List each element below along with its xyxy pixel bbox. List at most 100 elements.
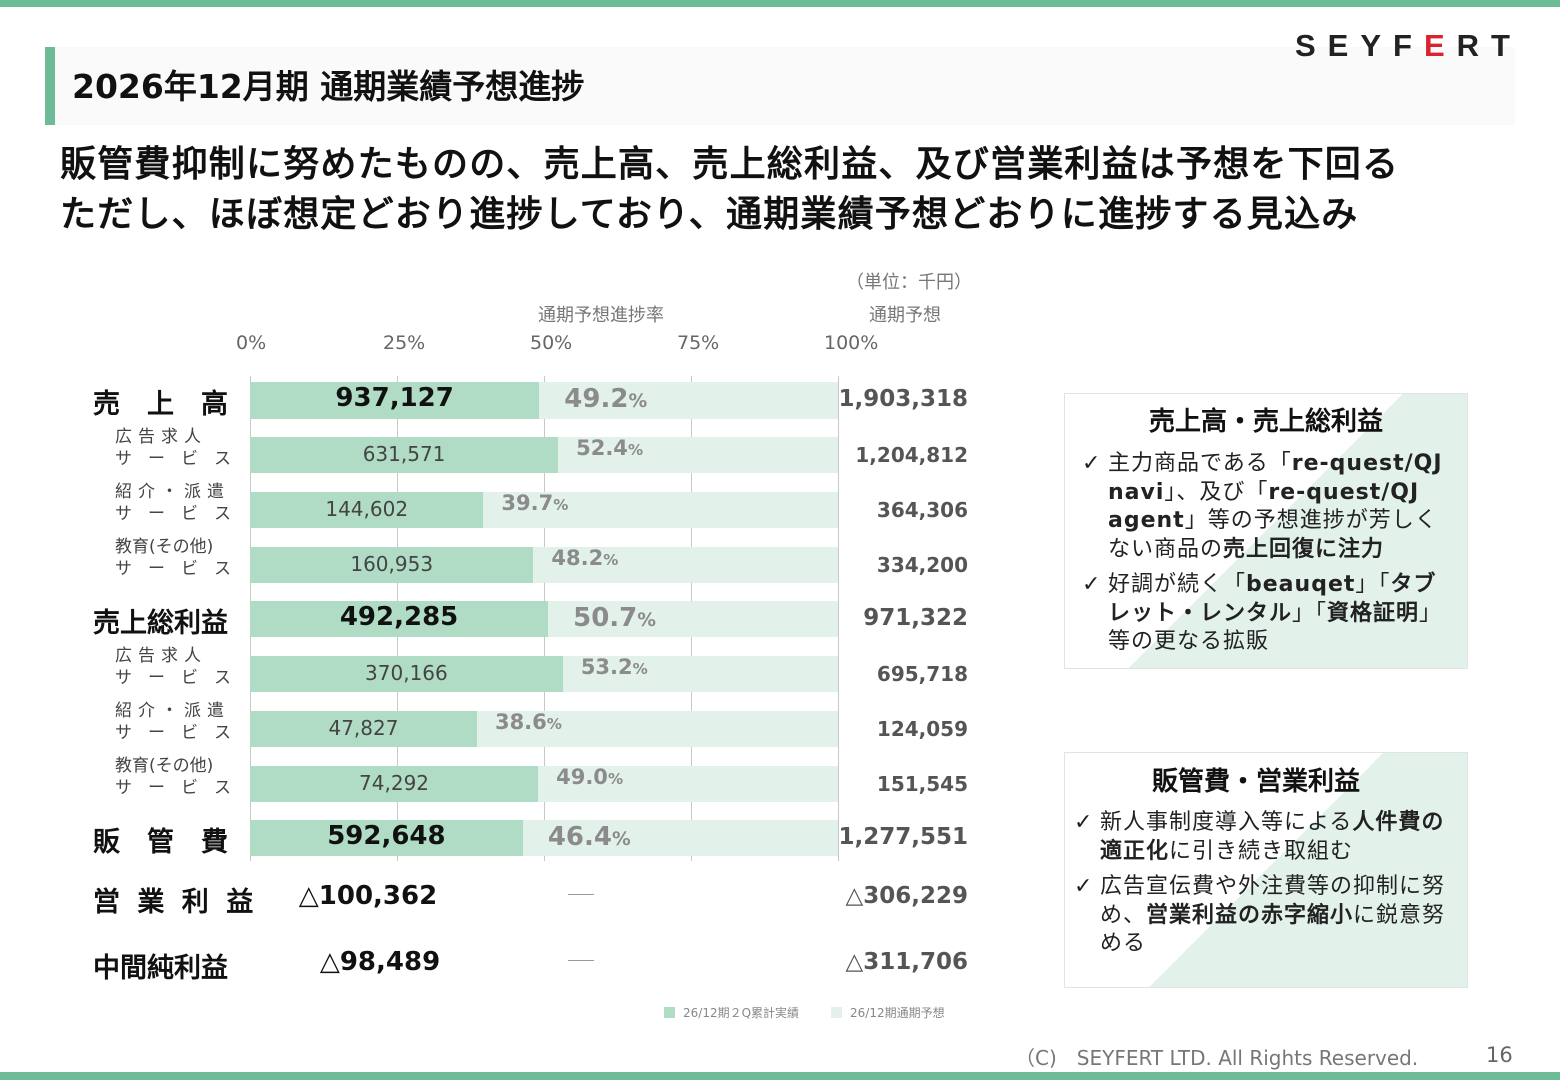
title-panel — [45, 47, 1515, 125]
check-icon: ✓ — [1082, 572, 1102, 597]
forecast-value: △311,706 — [845, 949, 968, 975]
row-label-line2: サービス — [115, 559, 247, 579]
progress-percent: 52.4% — [576, 436, 643, 460]
actual-value: △100,362 — [298, 881, 438, 911]
actual-value: 492,285 — [339, 602, 459, 632]
title-accent-bar — [45, 47, 55, 125]
actual-value: 160,953 — [350, 552, 434, 576]
row-label: 中間純利益 — [93, 953, 228, 984]
actual-value: △98,489 — [319, 947, 441, 977]
percent-unit: % — [607, 770, 624, 788]
bar-actual — [250, 820, 523, 856]
progress-percent: 38.6% — [495, 710, 562, 734]
percent-value: 49.2 — [564, 384, 629, 414]
top-accent-bar — [0, 0, 1560, 7]
page-number: 16 — [1486, 1043, 1513, 1067]
row-label-line1: 紹介・派遣 — [115, 701, 230, 721]
forecast-value: 124,059 — [876, 717, 968, 741]
bar-actual — [250, 382, 540, 419]
progress-percent: 46.4% — [548, 822, 631, 852]
percent-value: 50.7 — [573, 603, 638, 633]
row-label: 販 管 費 — [93, 827, 228, 858]
row-label-line1: 広告求人 — [115, 427, 207, 447]
actual-value: 937,127 — [335, 383, 454, 413]
row-label: 売上総利益 — [93, 608, 228, 639]
forecast-value: 151,545 — [876, 772, 968, 796]
card2-item-1: ✓ 新人事制度導入等による人件費の適正化に引き続き取組む — [1074, 810, 1445, 864]
check-icon: ✓ — [1082, 451, 1102, 476]
page-title: 2026年12月期 通期業績予想進捗 — [72, 67, 585, 106]
tick-label: 100% — [824, 332, 879, 354]
headline-line-2: ただし、ほぼ想定どおり進捗しており、通期業績予想どおりに進捗する見込み — [60, 194, 1359, 235]
dash-mark — [568, 894, 594, 895]
row-label-line2: サービス — [115, 504, 247, 524]
progress-percent: 39.7% — [501, 491, 568, 515]
legend-label: 26/12期２Q累計実績 — [683, 1006, 800, 1020]
forecast-value: 334,200 — [876, 553, 968, 577]
progress-percent: 50.7% — [573, 603, 656, 633]
row-label-line1: 教育(その他) — [115, 756, 214, 776]
gridline — [838, 376, 839, 861]
progress-percent: 48.2% — [551, 546, 618, 570]
forecast-value: 1,903,318 — [838, 386, 969, 412]
row-label-line1: 教育(その他) — [115, 537, 214, 557]
legend-swatch — [664, 1007, 675, 1018]
tick-label: 25% — [383, 332, 426, 354]
check-icon: ✓ — [1074, 874, 1094, 899]
row-label: 売 上 高 — [93, 389, 228, 420]
percent-value: 53.2 — [580, 655, 633, 679]
percent-value: 49.0 — [556, 765, 608, 789]
forecast-value: 364,306 — [876, 498, 968, 522]
row-label-line1: 広告求人 — [115, 646, 207, 666]
row-label-line2: サービス — [115, 723, 247, 743]
tick-label: 75% — [677, 332, 720, 354]
card2-title: 販管費・営業利益 — [1151, 767, 1360, 797]
percent-value: 52.4 — [576, 436, 628, 460]
tick-label: 0% — [236, 332, 267, 354]
actual-value: 144,602 — [325, 497, 409, 521]
headline-line-1: 販管費抑制に努めたものの、売上高、売上総利益、及び営業利益は予想を下回る — [60, 144, 1400, 185]
check-icon: ✓ — [1074, 810, 1094, 835]
forecast-header: 通期予想 — [869, 305, 941, 326]
card1-title: 売上高・売上総利益 — [1148, 407, 1383, 437]
bar-actual — [250, 437, 559, 473]
actual-value: 592,648 — [327, 821, 446, 851]
bar-actual — [250, 711, 477, 747]
percent-unit: % — [627, 441, 644, 459]
percent-unit: % — [553, 496, 569, 514]
legend-item: 26/12期２Q累計実績 — [664, 1004, 799, 1021]
forecast-value: 695,718 — [876, 662, 968, 686]
legend-swatch — [831, 1007, 842, 1018]
progress-percent: 49.2% — [564, 384, 647, 414]
legend-label: 26/12期通期予想 — [850, 1006, 945, 1020]
forecast-value: 1,277,551 — [838, 824, 969, 850]
row-label-line1: 紹介・派遣 — [115, 482, 230, 502]
axis-title: 通期予想進捗率 — [538, 305, 664, 326]
row-label-line2: サービス — [115, 449, 247, 469]
percent-unit: % — [637, 610, 657, 631]
forecast-value: 1,204,812 — [855, 443, 968, 467]
actual-value: 74,292 — [359, 771, 430, 795]
actual-value: 631,571 — [362, 442, 446, 466]
bar-actual — [250, 492, 484, 528]
percent-value: 46.4 — [547, 822, 612, 852]
card1-item-2: ✓ 好調が続く「beauqet」「タブレット・レンタル」「資格証明」等の更なる拡販 — [1082, 572, 1443, 654]
percent-value: 48.2 — [551, 546, 604, 570]
bar-actual — [250, 656, 563, 692]
row-label-line2: サービス — [115, 668, 247, 688]
percent-value: 38.6 — [494, 710, 547, 734]
bar-actual — [250, 601, 549, 637]
unit-note: （単位：千円） — [846, 272, 972, 293]
percent-unit: % — [628, 391, 648, 412]
bar-actual — [250, 547, 534, 583]
percent-unit: % — [546, 715, 562, 733]
row-label-line2: サービス — [115, 778, 247, 798]
card-sales-gross-profit: 売上高・売上総利益 ✓ 主力商品である「re-quest/QJ navi」、及び「… — [1064, 393, 1468, 669]
bottom-accent-bar — [0, 1072, 1560, 1080]
percent-unit: % — [603, 551, 619, 569]
dash-mark — [568, 960, 594, 961]
row-label: 営 業 利 益 — [93, 887, 258, 918]
percent-unit: % — [611, 829, 631, 850]
tick-label: 50% — [530, 332, 573, 354]
percent-value: 39.7 — [501, 491, 554, 515]
